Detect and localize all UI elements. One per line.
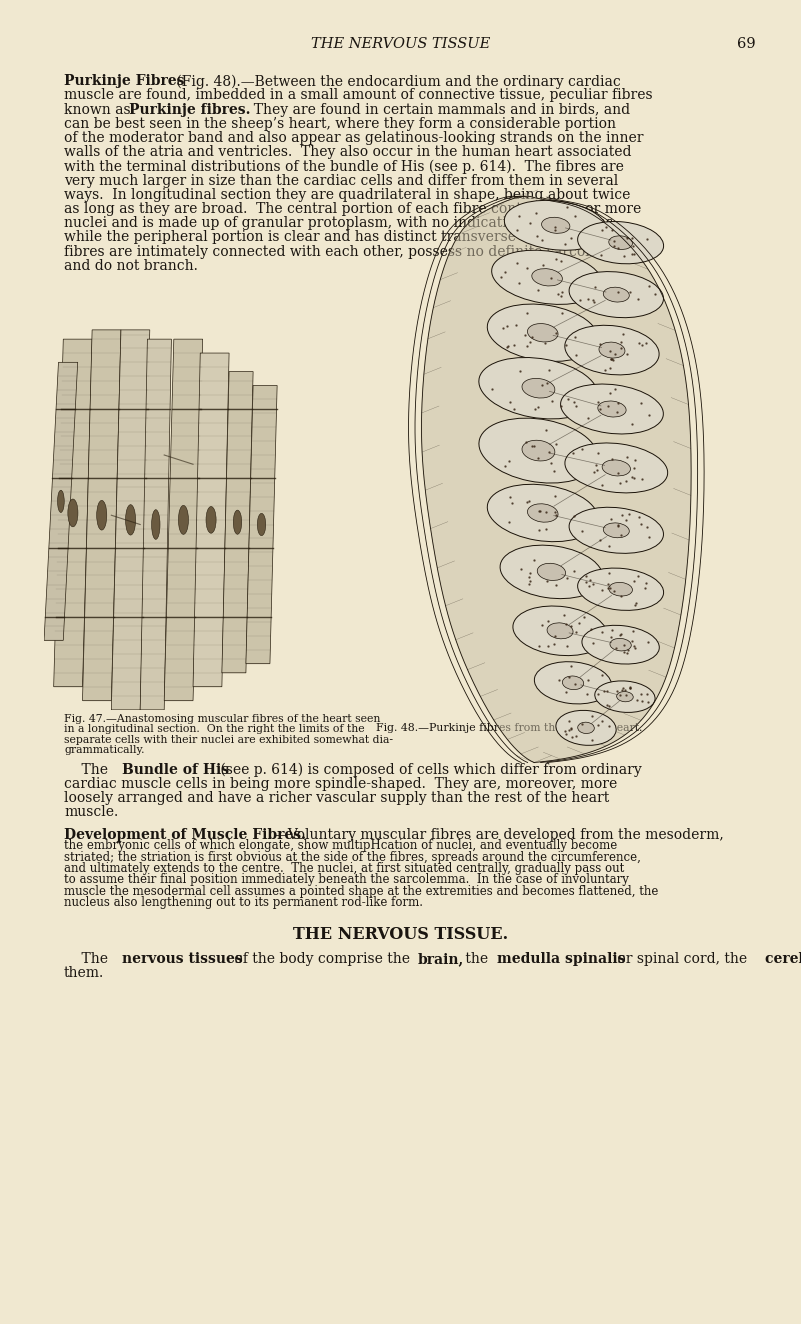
Text: walls of the atria and ventricles.  They also occur in the human heart associate: walls of the atria and ventricles. They … [64,146,631,159]
Text: THE NERVOUS TISSUE.: THE NERVOUS TISSUE. [293,927,508,944]
Text: Purkinje Fibres: Purkinje Fibres [64,74,184,89]
Text: while the peripheral portion is clear and has distinct transverse striations.  T: while the peripheral portion is clear an… [64,230,626,245]
Text: them.: them. [64,967,104,980]
Text: with the terminal distributions of the bundle of His (see p. 614).  The fibres a: with the terminal distributions of the b… [64,159,624,173]
Text: brain,: brain, [418,952,465,967]
Text: and do not branch.: and do not branch. [64,258,198,273]
Text: Bundle of His: Bundle of His [122,763,229,777]
Text: loosely arranged and have a richer vascular supply than the rest of the heart: loosely arranged and have a richer vascu… [64,792,610,805]
Text: grammatically.: grammatically. [64,745,144,756]
Text: of the body comprise the: of the body comprise the [230,952,415,967]
Text: very much larger in size than the cardiac cells and differ from them in several: very much larger in size than the cardia… [64,173,618,188]
Text: muscle the mesodermal cell assumes a pointed shape at the extremities and become: muscle the mesodermal cell assumes a poi… [64,884,658,898]
Text: —Voluntary muscular fibres are developed from the mesoderm,: —Voluntary muscular fibres are developed… [273,828,723,842]
Text: and ultimately extends to the centre.  The nuclei, at first situated centrally, : and ultimately extends to the centre. Th… [64,862,624,875]
Text: to assume their final position immediately beneath the sarcolemma.  In the case : to assume their final position immediate… [64,874,629,887]
Text: (Fig. 48).—Between the endocardium and the ordinary cardiac: (Fig. 48).—Between the endocardium and t… [172,74,621,89]
Text: or spinal cord, the: or spinal cord, the [613,952,751,967]
Text: muscle.: muscle. [64,805,119,820]
Text: THE NERVOUS TISSUE: THE NERVOUS TISSUE [311,37,490,52]
Text: of the moderator band and also appear as gelatinous-looking strands on the inner: of the moderator band and also appear as… [64,131,643,144]
Text: striated; the striation is first obvious at the side of the fibres, spreads arou: striated; the striation is first obvious… [64,850,641,863]
Text: They are found in certain mammals and in birds, and: They are found in certain mammals and in… [244,102,630,117]
Text: 69: 69 [737,37,755,52]
Text: the embryonic cells of which elongate, show multipHcation of nuclei, and eventua: the embryonic cells of which elongate, s… [64,839,618,853]
Text: fibres are intimately connected with each other, possess no definite sarcolemma,: fibres are intimately connected with eac… [64,245,638,258]
Text: nervous tissues: nervous tissues [122,952,243,967]
Text: The: The [64,763,112,777]
Text: muscle are found, imbedded in a small amount of connective tissue, peculiar fibr: muscle are found, imbedded in a small am… [64,89,653,102]
Text: The: The [64,952,112,967]
Text: (see p. 614) is composed of cells which differ from ordinary: (see p. 614) is composed of cells which … [215,763,642,777]
Text: in a longitudinal section.  On the right the limits of the: in a longitudinal section. On the right … [64,724,364,735]
Text: cardiac muscle cells in being more spindle-shaped.  They are, moreover, more: cardiac muscle cells in being more spind… [64,777,618,790]
Text: ways.  In longitudinal section they are quadrilateral in shape, being about twic: ways. In longitudinal section they are q… [64,188,630,201]
Text: separate cells with their nuclei are exhibited somewhat dia-: separate cells with their nuclei are exh… [64,735,393,745]
Text: nucleus also lengthening out to its permanent rod-like form.: nucleus also lengthening out to its perm… [64,896,423,910]
Text: known as: known as [64,102,135,117]
Text: can be best seen in the sheep’s heart, where they form a considerable portion: can be best seen in the sheep’s heart, w… [64,117,616,131]
Text: medulla spinalis: medulla spinalis [497,952,626,967]
Text: Development of Muscle Fibres.: Development of Muscle Fibres. [64,828,306,842]
Text: Fig. 47.—Anastomosing muscular fibres of the heart seen: Fig. 47.—Anastomosing muscular fibres of… [64,714,380,724]
Text: the: the [461,952,493,967]
Text: nuclei and is made up of granular protoplasm, with no indication of striations,: nuclei and is made up of granular protop… [64,216,618,230]
Text: Purkinje fibres.: Purkinje fibres. [129,102,251,117]
Text: as long as they are broad.  The central portion of each fibre contains one or mo: as long as they are broad. The central p… [64,203,642,216]
Text: cerebral, spinal,: cerebral, spinal, [765,952,801,967]
Text: Fig. 48.—Purkinje fibres from the sheep’s heart.: Fig. 48.—Purkinje fibres from the sheep’… [376,723,643,733]
